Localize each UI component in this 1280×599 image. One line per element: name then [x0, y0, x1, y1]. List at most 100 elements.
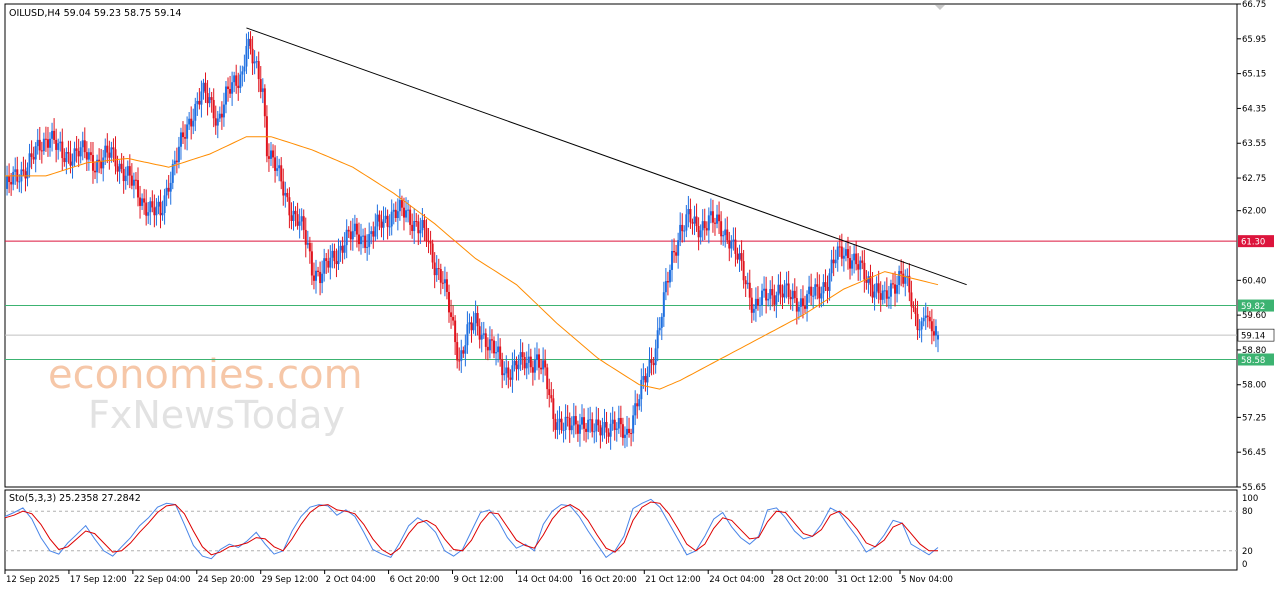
candle	[605, 411, 608, 444]
candle-body	[122, 168, 125, 182]
price-badge-label: 59.14	[1241, 332, 1265, 342]
candle	[261, 78, 264, 104]
candle	[564, 404, 567, 440]
price-badge-label: 61.30	[1241, 238, 1265, 248]
candle-body	[859, 260, 862, 270]
candle-body	[709, 211, 712, 216]
candle	[106, 133, 109, 164]
candle	[896, 275, 899, 303]
y-tick-label: 65.95	[1242, 35, 1266, 45]
candle	[474, 300, 477, 336]
candle	[233, 71, 236, 93]
candle-body	[411, 224, 414, 232]
candle	[922, 307, 925, 327]
candle-body	[701, 221, 704, 231]
candle-body	[937, 335, 939, 340]
trendline[interactable]	[246, 27, 967, 286]
candle-body	[838, 246, 841, 248]
candle	[366, 234, 369, 261]
candle-body	[51, 130, 54, 139]
candle	[452, 305, 455, 326]
candle-body	[501, 359, 504, 376]
candle	[744, 276, 747, 298]
candle	[224, 81, 227, 114]
candle-body	[472, 323, 475, 331]
candle-body	[310, 251, 313, 276]
candle-body	[198, 100, 201, 105]
candle	[38, 126, 41, 160]
candle	[296, 202, 299, 230]
candle	[773, 284, 776, 312]
candle	[59, 131, 62, 152]
candle-body	[540, 367, 543, 370]
candle-body	[544, 360, 547, 368]
candle	[685, 205, 688, 238]
candle-body	[364, 235, 367, 248]
candle	[578, 413, 581, 447]
candle	[691, 218, 694, 235]
candle-body	[108, 152, 111, 158]
candle	[713, 217, 716, 236]
candle-body	[85, 152, 88, 160]
candle	[533, 347, 536, 381]
candle-body	[468, 322, 471, 325]
candle	[548, 378, 551, 408]
candle-body	[810, 286, 813, 296]
candle	[490, 329, 493, 354]
candle-body	[12, 171, 15, 185]
y-tick-label: 58.00	[1242, 381, 1266, 391]
candle-body	[327, 260, 330, 268]
candle-body	[787, 283, 790, 297]
candle-body	[648, 359, 651, 374]
candle-body	[566, 416, 569, 418]
candle	[165, 179, 168, 207]
candle-body	[304, 229, 307, 245]
candle-body	[402, 207, 405, 218]
candle	[71, 153, 74, 179]
candle	[689, 198, 692, 229]
candle-body	[482, 333, 485, 335]
stochastic-d-line	[4, 501, 938, 556]
candle-body	[799, 298, 802, 307]
candle-body	[609, 423, 612, 437]
candle	[517, 354, 520, 381]
candle	[683, 225, 686, 243]
candle	[930, 309, 933, 345]
candle	[218, 106, 221, 123]
candle-body	[887, 296, 890, 299]
candle	[556, 410, 559, 440]
candle	[51, 122, 54, 152]
candle	[756, 286, 759, 311]
candle-body	[447, 291, 450, 313]
candle-body	[179, 132, 182, 147]
candle-body	[196, 100, 199, 104]
candle-body	[124, 175, 127, 182]
candle	[192, 108, 195, 135]
candle	[652, 357, 655, 375]
candle-body	[14, 169, 17, 172]
chart-shift-marker-icon[interactable]	[935, 5, 945, 10]
candle	[284, 181, 287, 208]
candle-body	[63, 158, 66, 163]
candle	[861, 250, 864, 270]
candle-body	[538, 354, 541, 368]
candle	[851, 254, 854, 276]
candle-body	[423, 220, 426, 228]
candle-body	[636, 403, 639, 407]
candle-body	[842, 255, 845, 259]
candle-body	[36, 139, 39, 147]
candle	[75, 136, 78, 163]
candle	[918, 319, 921, 339]
candle	[335, 248, 338, 278]
candle	[177, 136, 180, 169]
candle-body	[623, 434, 626, 438]
candle	[711, 199, 714, 233]
candle-body	[756, 298, 759, 306]
candle	[932, 318, 935, 342]
candle-body	[816, 284, 819, 287]
candle	[315, 259, 317, 294]
candle	[12, 166, 15, 191]
candle-body	[750, 297, 753, 313]
